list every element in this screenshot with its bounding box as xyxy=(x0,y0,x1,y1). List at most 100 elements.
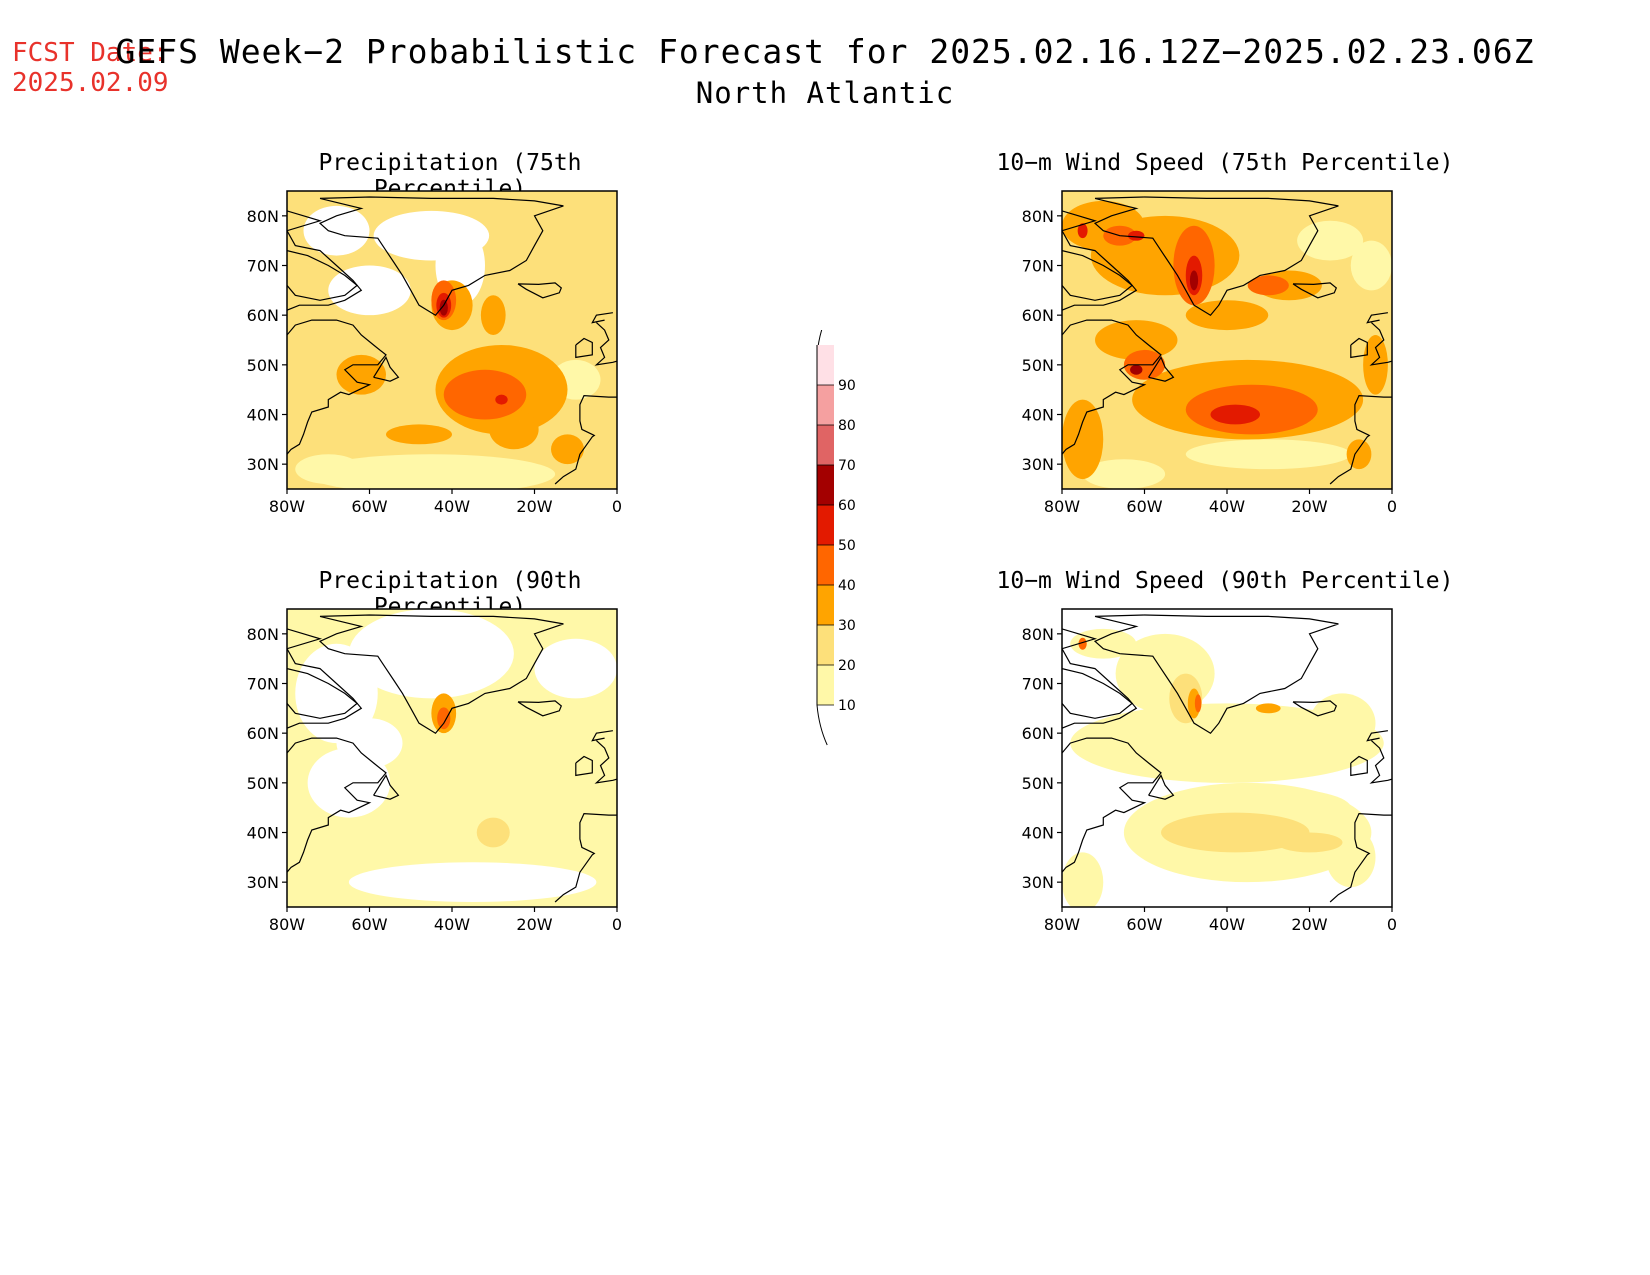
shading-contour xyxy=(1128,230,1145,241)
great-britain-coast xyxy=(1369,740,1392,784)
great-britain-coast xyxy=(1369,322,1392,366)
lon-tick-label: 80W xyxy=(1044,497,1080,516)
shading-contour xyxy=(1276,832,1343,853)
lat-tick-label: 50N xyxy=(1022,774,1054,793)
lon-tick-label: 60W xyxy=(351,497,387,516)
lon-tick-label: 80W xyxy=(1044,915,1080,934)
greenland-coast xyxy=(318,196,564,316)
scotland-coast xyxy=(591,312,613,324)
iceland-coast xyxy=(517,700,563,717)
lon-tick-label: 60W xyxy=(1126,497,1162,516)
colorbar-bottom-tail xyxy=(816,704,828,746)
map-precip-75: 80N 70N 60N 50N 40N 30N 80W 60W 40W 20W 0 xyxy=(247,190,622,516)
colorbar-label: 10 xyxy=(838,698,856,714)
lat-tick-label: 30N xyxy=(1022,873,1054,892)
newfoundland-coast xyxy=(1148,774,1175,800)
shading-contour xyxy=(1297,220,1364,261)
great-britain-coast xyxy=(594,740,617,784)
lon-tick-label: 80W xyxy=(269,915,305,934)
greenland-coast xyxy=(1093,614,1339,734)
shading-contour xyxy=(495,394,508,405)
newfoundland-coast xyxy=(1148,356,1175,382)
lat-tick-label: 50N xyxy=(247,774,279,793)
colorbar-label: 70 xyxy=(838,458,856,474)
shading-contour xyxy=(303,205,370,256)
panel-title-precip-90: Precipitation (90th Percentile) xyxy=(318,568,582,620)
shading-contour xyxy=(1062,399,1104,480)
baffin-island-coast xyxy=(1062,668,1134,719)
colorbar-label: 90 xyxy=(838,378,856,394)
shading-contour xyxy=(1062,852,1104,907)
iceland-coast xyxy=(517,282,563,299)
shading-contour xyxy=(480,295,506,336)
shading-contour xyxy=(1309,693,1376,754)
forecast-date-block: FCST Date: 2025.02.09 xyxy=(12,38,169,98)
colorbar-label: 50 xyxy=(838,538,856,554)
lat-tick-label: 30N xyxy=(247,873,279,892)
lat-tick-label: 40N xyxy=(247,824,279,843)
greenland-coast xyxy=(318,614,564,734)
shading-contour xyxy=(439,299,448,316)
lat-tick-label: 50N xyxy=(1022,356,1054,375)
lat-tick-label: 70N xyxy=(247,257,279,276)
shading-contour xyxy=(348,862,597,903)
map-wind-90: 80N 70N 60N 50N 40N 30N 80W 60W 40W 20W 0 xyxy=(1022,608,1397,934)
ireland-coast xyxy=(575,755,593,777)
colorbar-swatch xyxy=(817,345,834,385)
scotland-coast xyxy=(1366,312,1388,324)
lat-tick-label: 40N xyxy=(1022,824,1054,843)
shading-contour xyxy=(443,369,527,420)
iberia-africa-coast xyxy=(554,812,617,903)
shading-contour xyxy=(1350,240,1392,291)
lon-tick-label: 20W xyxy=(516,915,552,934)
newfoundland-coast xyxy=(373,774,400,800)
newfoundland-coast xyxy=(373,356,400,382)
ireland-coast xyxy=(1350,337,1368,359)
shading-contour xyxy=(1247,275,1289,296)
shading-contour xyxy=(476,817,510,848)
shading-contour xyxy=(489,409,539,450)
lon-tick-label: 40W xyxy=(434,915,470,934)
scotland-coast xyxy=(1366,730,1388,742)
great-britain-coast xyxy=(594,322,617,366)
colorbar-label: 60 xyxy=(838,498,856,514)
ireland-coast xyxy=(1350,755,1368,777)
iceland-coast xyxy=(1292,700,1338,717)
region-title: North Atlantic xyxy=(695,76,955,110)
shading-contour xyxy=(295,643,378,744)
map-wind-75: 80N 70N 60N 50N 40N 30N 80W 60W 40W 20W 0 xyxy=(1022,190,1397,516)
north-america-east-coast xyxy=(1062,319,1162,455)
shading-contour xyxy=(1062,200,1145,251)
colorbar-swatch xyxy=(817,665,834,705)
lon-tick-label: 0 xyxy=(1387,915,1397,934)
shading-contour xyxy=(386,424,452,445)
shading-contour xyxy=(1082,459,1166,489)
lon-tick-label: 80W xyxy=(269,497,305,516)
baffin-island-coast xyxy=(287,668,359,719)
lon-tick-label: 20W xyxy=(1291,497,1327,516)
lat-tick-label: 60N xyxy=(1022,724,1054,743)
shading-contour xyxy=(1095,320,1178,360)
lon-tick-label: 40W xyxy=(434,497,470,516)
lat-tick-label: 30N xyxy=(1022,455,1054,474)
lat-tick-label: 70N xyxy=(1022,675,1054,694)
north-america-east-coast xyxy=(287,319,387,455)
lon-tick-label: 40W xyxy=(1209,497,1245,516)
colorbar-legend: 10 20 30 40 50 60 70 80 90 xyxy=(816,330,856,746)
iceland-coast xyxy=(1292,282,1338,299)
baffin-island-coast xyxy=(287,250,359,301)
lat-tick-label: 70N xyxy=(1022,257,1054,276)
lat-tick-label: 60N xyxy=(1022,306,1054,325)
canada-arctic-coast xyxy=(1062,628,1138,729)
lat-tick-label: 40N xyxy=(247,406,279,425)
map-precip-90: 80N 70N 60N 50N 40N 30N 80W 60W 40W 20W 0 xyxy=(247,608,622,934)
canada-arctic-coast xyxy=(287,210,363,311)
shading-contour xyxy=(1161,812,1310,853)
shading-contour xyxy=(328,265,411,316)
lat-tick-label: 80N xyxy=(1022,625,1054,644)
shading-contour xyxy=(551,434,584,465)
shading-contour xyxy=(1189,270,1199,291)
shading-contour xyxy=(307,454,556,489)
north-america-east-coast xyxy=(287,737,387,873)
colorbar-swatch xyxy=(817,505,834,545)
